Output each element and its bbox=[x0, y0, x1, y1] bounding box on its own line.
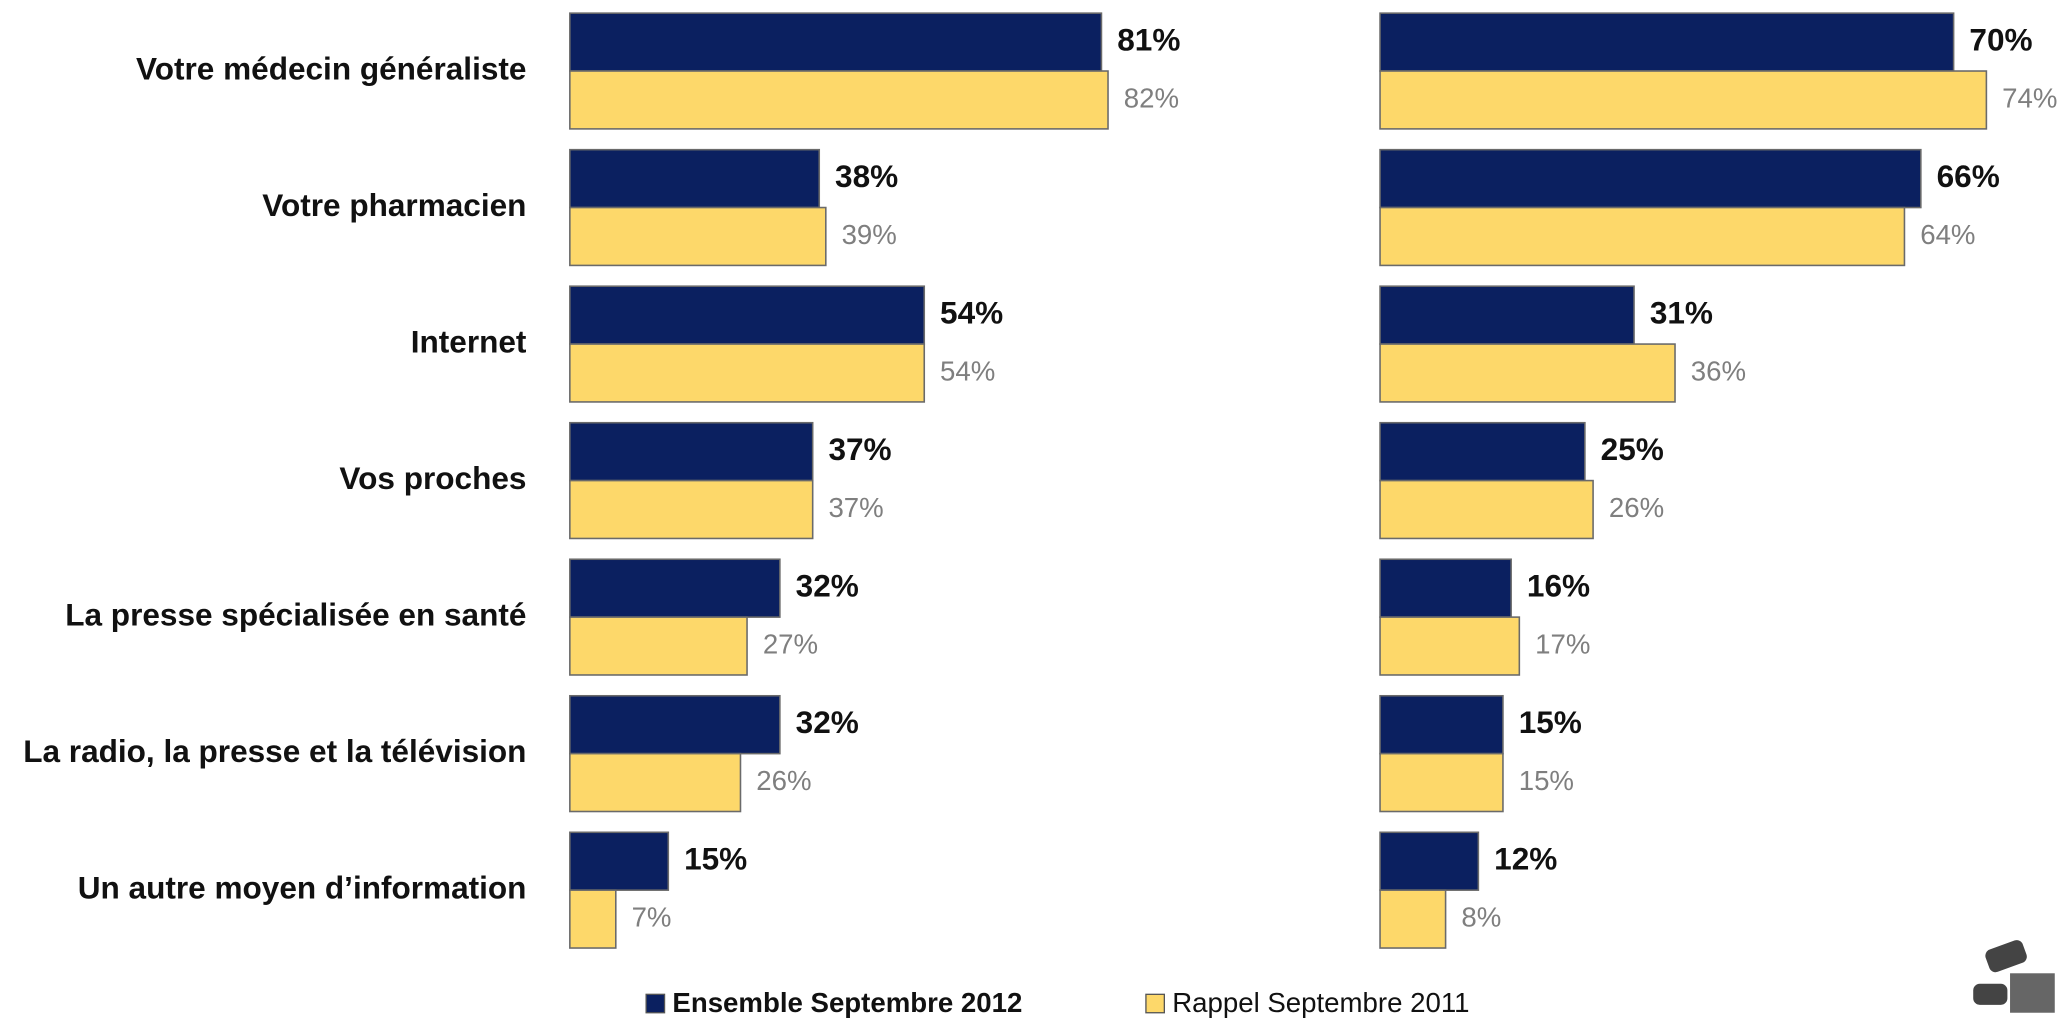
bar bbox=[1379, 558, 1512, 618]
logo-icon bbox=[1973, 940, 2055, 1013]
legend-label: Ensemble Septembre 2012 bbox=[672, 987, 1022, 1018]
category-label: La presse spécialisée en santé bbox=[65, 596, 526, 632]
bar bbox=[569, 70, 1109, 130]
value-label: 15% bbox=[684, 841, 747, 877]
icon-bubble bbox=[1985, 940, 2027, 973]
bar bbox=[569, 889, 617, 949]
bar bbox=[1379, 148, 1922, 209]
bar bbox=[1379, 12, 1955, 72]
value-label: 16% bbox=[1527, 568, 1590, 604]
value-label: 74% bbox=[2002, 82, 2057, 113]
bar bbox=[1379, 694, 1504, 755]
bar bbox=[569, 558, 781, 618]
bar bbox=[1379, 616, 1521, 676]
value-label: 39% bbox=[842, 219, 897, 250]
value-label: 7% bbox=[632, 901, 672, 932]
legend-swatch bbox=[1145, 993, 1165, 1014]
value-label: 54% bbox=[940, 355, 995, 386]
value-label: 12% bbox=[1494, 841, 1557, 877]
value-label: 66% bbox=[1937, 158, 2000, 194]
value-label: 25% bbox=[1601, 431, 1664, 467]
bar bbox=[569, 285, 926, 345]
value-label: 70% bbox=[1969, 21, 2032, 57]
bar bbox=[569, 479, 814, 540]
bar bbox=[569, 148, 821, 209]
legend-label: Rappel Septembre 2011 bbox=[1172, 987, 1469, 1018]
category-label: Votre pharmacien bbox=[262, 187, 526, 223]
value-label: 32% bbox=[796, 704, 859, 740]
legend: Ensemble Septembre 2012 Rappel Septembre… bbox=[645, 987, 1469, 1018]
category-label: Votre médecin généraliste bbox=[136, 50, 526, 86]
icon-bubble bbox=[1973, 983, 2008, 1005]
bar bbox=[569, 831, 670, 891]
bar bbox=[569, 421, 814, 482]
value-label: 37% bbox=[828, 431, 891, 467]
bar bbox=[569, 12, 1103, 72]
value-label: 26% bbox=[1609, 492, 1664, 523]
category-label: Internet bbox=[411, 323, 527, 359]
bar bbox=[1379, 343, 1676, 403]
value-label: 8% bbox=[1461, 901, 1501, 932]
bar bbox=[1379, 285, 1635, 345]
value-label: 64% bbox=[1920, 219, 1975, 250]
bar bbox=[1379, 831, 1480, 891]
value-label: 15% bbox=[1519, 765, 1574, 796]
value-label: 38% bbox=[835, 158, 898, 194]
value-label: 54% bbox=[940, 294, 1003, 330]
value-label: 17% bbox=[1535, 628, 1590, 659]
category-label: Vos proches bbox=[339, 460, 526, 496]
bar bbox=[1379, 421, 1586, 482]
value-label: 36% bbox=[1691, 355, 1746, 386]
value-label: 31% bbox=[1650, 294, 1713, 330]
icon-building bbox=[2010, 973, 2055, 1013]
category-label: La radio, la presse et la télévision bbox=[23, 733, 526, 769]
value-label: 32% bbox=[796, 568, 859, 604]
bar bbox=[1379, 70, 1988, 130]
value-label: 81% bbox=[1117, 21, 1180, 57]
value-label: 37% bbox=[828, 492, 883, 523]
bar bbox=[1379, 206, 1906, 267]
category-label: Un autre moyen d’information bbox=[78, 870, 527, 906]
value-label: 26% bbox=[756, 765, 811, 796]
legend-swatch bbox=[645, 993, 666, 1014]
bar bbox=[1379, 889, 1447, 949]
bar bbox=[569, 694, 781, 755]
bar bbox=[1379, 479, 1594, 540]
bar bbox=[569, 752, 742, 813]
bar bbox=[569, 206, 827, 267]
bar bbox=[569, 343, 926, 403]
value-label: 82% bbox=[1124, 82, 1179, 113]
value-label: 15% bbox=[1519, 704, 1582, 740]
value-label: 27% bbox=[763, 628, 818, 659]
bar bbox=[569, 616, 748, 676]
bar bbox=[1379, 752, 1504, 813]
